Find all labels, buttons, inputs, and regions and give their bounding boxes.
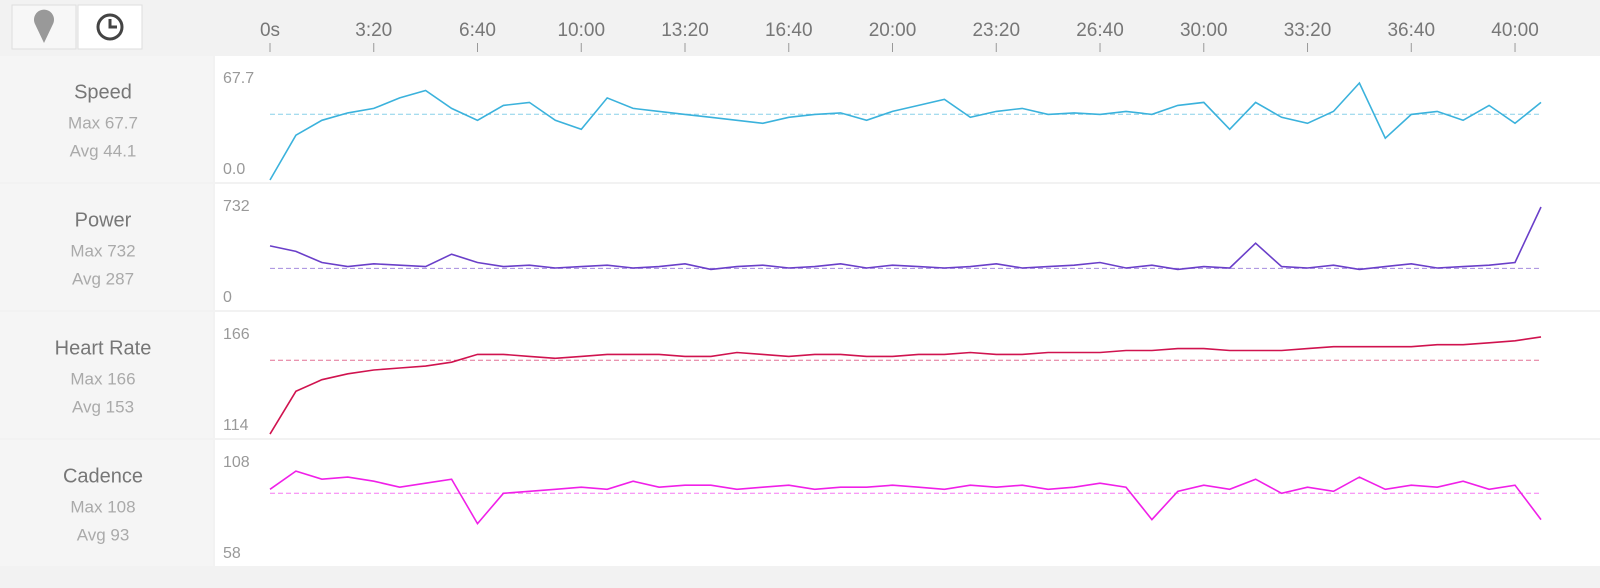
x-tick-label: 0s bbox=[260, 20, 280, 41]
series-line bbox=[269, 81, 1542, 181]
panel-title: Power bbox=[75, 209, 132, 231]
x-tick-label: 3:20 bbox=[355, 20, 392, 41]
label-panel bbox=[0, 312, 213, 438]
y-tick-label: 166 bbox=[223, 326, 250, 343]
x-tick-label: 40:00 bbox=[1491, 20, 1539, 41]
max-label: Max 108 bbox=[70, 497, 135, 516]
plot-panel bbox=[215, 440, 1600, 566]
avg-label: Avg 93 bbox=[77, 525, 130, 544]
panel-title: Speed bbox=[74, 81, 132, 103]
y-tick-label: 58 bbox=[223, 545, 241, 562]
y-tick-label: 0 bbox=[223, 289, 232, 306]
panel-title: Heart Rate bbox=[55, 337, 152, 359]
x-tick-label: 30:00 bbox=[1180, 20, 1228, 41]
y-tick-label: 114 bbox=[223, 417, 249, 434]
max-label: Max 166 bbox=[70, 369, 135, 388]
x-tick-label: 33:20 bbox=[1284, 20, 1332, 41]
max-label: Max 732 bbox=[70, 241, 135, 260]
max-label: Max 67.7 bbox=[68, 113, 138, 132]
plot-panel bbox=[215, 56, 1600, 182]
x-tick-label: 23:20 bbox=[972, 20, 1020, 41]
y-tick-label: 732 bbox=[223, 198, 250, 215]
label-panel bbox=[0, 56, 213, 182]
clock-hands bbox=[108, 19, 117, 29]
series-line bbox=[269, 336, 1542, 435]
x-tick-label: 26:40 bbox=[1076, 20, 1124, 41]
x-tick-label: 13:20 bbox=[661, 20, 709, 41]
avg-label: Avg 287 bbox=[72, 269, 134, 288]
x-tick-label: 6:40 bbox=[459, 20, 496, 41]
series-line bbox=[269, 206, 1542, 271]
x-tick-label: 16:40 bbox=[765, 20, 813, 41]
y-tick-label: 0.0 bbox=[223, 161, 245, 178]
clock-icon bbox=[96, 13, 124, 41]
series-line bbox=[269, 470, 1542, 525]
y-tick-label: 67.7 bbox=[223, 70, 254, 87]
plot-panel bbox=[215, 312, 1600, 438]
plot-panel bbox=[215, 184, 1600, 310]
panel-title: Cadence bbox=[63, 465, 143, 487]
label-panel bbox=[0, 440, 213, 566]
label-panel bbox=[0, 184, 213, 310]
x-tick-label: 20:00 bbox=[869, 20, 917, 41]
x-tick-label: 36:40 bbox=[1387, 20, 1435, 41]
y-tick-label: 108 bbox=[223, 454, 250, 471]
avg-label: Avg 153 bbox=[72, 397, 134, 416]
avg-label: Avg 44.1 bbox=[70, 141, 137, 160]
x-tick-label: 10:00 bbox=[557, 20, 605, 41]
pin-icon bbox=[34, 9, 54, 43]
